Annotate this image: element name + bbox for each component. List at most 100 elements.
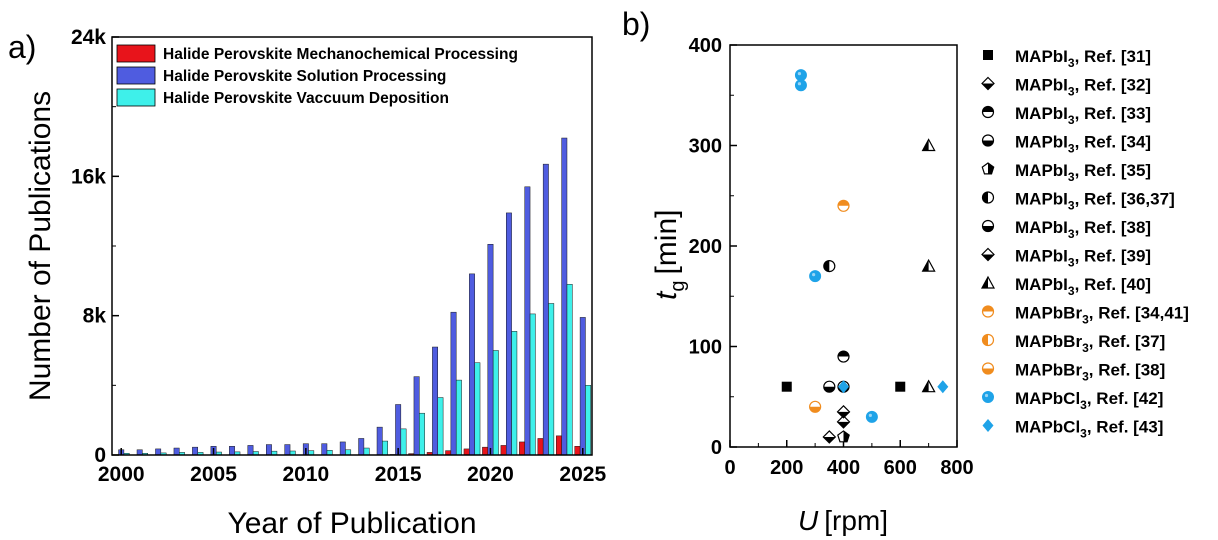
legend-marker xyxy=(981,247,995,262)
bar xyxy=(192,446,199,456)
bar xyxy=(450,311,457,456)
scatter-points xyxy=(781,69,949,444)
bar xyxy=(511,331,518,456)
bar xyxy=(487,244,494,456)
scatter-point xyxy=(781,381,792,392)
bar xyxy=(585,385,592,456)
panel-a-label: a) xyxy=(8,29,36,65)
legend-marker xyxy=(981,305,995,318)
scatter-point xyxy=(822,430,837,444)
marker-fill xyxy=(794,69,807,82)
marker-half xyxy=(838,200,849,206)
marker-half xyxy=(982,140,994,146)
bar xyxy=(400,428,407,456)
legend-label: MAPbBr3, Ref. [34,41] xyxy=(1015,304,1189,327)
legend-label: MAPbCl3, Ref. [43] xyxy=(1015,418,1163,441)
bar xyxy=(247,445,254,456)
bar xyxy=(265,444,272,456)
marker-fill xyxy=(865,410,878,423)
marker-half xyxy=(982,254,994,261)
bar xyxy=(339,441,346,456)
legend-marker xyxy=(980,275,996,289)
marker-half xyxy=(982,192,988,203)
legend-marker xyxy=(981,333,995,347)
marker-fill xyxy=(794,79,807,92)
y-axis-label: Number of Publications xyxy=(24,91,57,401)
scatter-point xyxy=(921,258,936,272)
scatter-point xyxy=(794,79,807,92)
legend-swatch xyxy=(116,88,156,107)
legend-label: Halide Perovskite Vaccuum Deposition xyxy=(163,90,449,107)
x-tick-label: 2010 xyxy=(282,463,329,486)
marker-highlight xyxy=(812,273,816,277)
legend-label: MAPbI3, Ref. [33] xyxy=(1015,104,1151,127)
bar xyxy=(463,448,470,456)
x-axis-label: Year of Publication xyxy=(227,507,476,540)
legend-label: MAPbCl3, Ref. [42] xyxy=(1015,389,1163,412)
marker-fill xyxy=(983,50,993,60)
legend-label: MAPbI3, Ref. [35] xyxy=(1015,161,1151,184)
marker-half xyxy=(843,430,850,442)
bar xyxy=(482,446,489,456)
bar xyxy=(529,313,536,456)
legend-label: MAPbI3, Ref. [31] xyxy=(1015,47,1151,70)
legend-marker xyxy=(981,362,995,375)
bar xyxy=(492,350,499,456)
bar xyxy=(537,438,544,456)
bar xyxy=(432,346,439,456)
marker-highlight xyxy=(797,82,802,86)
panel-b: b) 0 100 200 300 400 0 200 400 600 800 tg[min] U[… xyxy=(622,6,1189,536)
scatter-point xyxy=(838,380,849,394)
bar xyxy=(345,449,352,456)
x-tick-label: 400 xyxy=(827,457,860,479)
marker-half xyxy=(837,411,850,418)
scatter-point xyxy=(921,138,936,152)
bar xyxy=(419,412,425,456)
bar xyxy=(437,397,444,456)
marker-fill xyxy=(895,381,906,392)
x-tick-label: 800 xyxy=(940,457,973,479)
legend-swatch xyxy=(116,44,156,63)
marker-half xyxy=(922,139,929,151)
panel-b-label: b) xyxy=(622,6,650,42)
y-axis-label: tg[min] xyxy=(650,210,689,300)
y-tick-label: 300 xyxy=(689,136,722,158)
bar xyxy=(358,438,365,456)
legend-marker xyxy=(981,162,995,175)
bar xyxy=(395,404,402,456)
marker-fill xyxy=(838,380,849,394)
y-tick-label: 400 xyxy=(689,35,722,57)
x-tick-label: 0 xyxy=(724,457,735,479)
scatter-point xyxy=(809,270,822,283)
legend-marker xyxy=(981,191,995,204)
scatter-point xyxy=(865,410,878,423)
marker-half xyxy=(922,260,929,272)
bar xyxy=(519,441,525,456)
legend-marker xyxy=(981,134,995,147)
scatter-point xyxy=(895,381,906,392)
legend-swatch xyxy=(116,66,156,85)
legend-label: MAPbI3, Ref. [40] xyxy=(1015,275,1151,298)
legend-label: MAPbI3, Ref. [36,37] xyxy=(1015,190,1175,213)
scatter-point xyxy=(823,380,836,393)
marker-half xyxy=(838,351,849,357)
bar xyxy=(579,317,586,456)
bar xyxy=(382,440,388,456)
axes-b: 0 100 200 300 400 0 200 400 600 800 xyxy=(689,35,974,479)
bar xyxy=(173,447,180,456)
scatter-point xyxy=(809,400,822,413)
legend-marker xyxy=(982,419,994,432)
bar xyxy=(413,376,420,456)
marker-fill xyxy=(781,381,792,392)
bar xyxy=(524,186,531,456)
marker-highlight xyxy=(984,393,989,398)
x-tick-label: 600 xyxy=(884,457,917,479)
legend-marker xyxy=(982,391,994,403)
marker-half xyxy=(823,386,835,393)
marker-half xyxy=(823,260,830,272)
x-axis-label: U [rpm] xyxy=(798,505,888,536)
bar xyxy=(566,284,573,456)
legend-label: MAPbI3, Ref. [39] xyxy=(1015,247,1151,270)
legend-a: Halide Perovskite Mechanochemical Proces… xyxy=(116,44,518,107)
